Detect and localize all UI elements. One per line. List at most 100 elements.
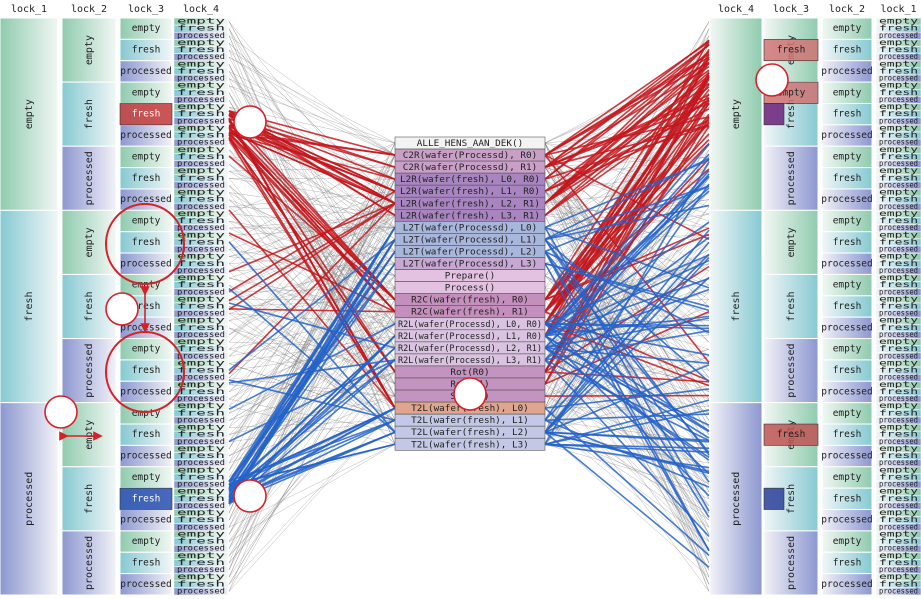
right-lock3-label: empty <box>833 408 862 419</box>
right-highlight-label: fresh <box>777 45 806 56</box>
right-lock3-label: empty <box>833 472 862 483</box>
right-lock3-label: empty <box>833 344 862 355</box>
right-lock3-label: fresh <box>833 237 862 248</box>
right-lock3-label: fresh <box>833 429 862 440</box>
annotation-marker-4 <box>106 293 138 325</box>
right-lock3-label: fresh <box>833 557 862 568</box>
action-label: L2R(wafer(fresh), L2, R1) <box>400 199 540 209</box>
right-lock3-label: fresh <box>833 45 862 56</box>
action-label: R2L(wafer(Processd), L3, R1) <box>398 356 542 366</box>
left-lock3-label: empty <box>132 87 161 98</box>
right-lock3-label: fresh <box>833 365 862 376</box>
right-hierarchy: empty empty empty empty fresh processed fresh e… <box>710 17 921 595</box>
right-lock2-label: processed <box>786 344 797 398</box>
action-label: L2R(wafer(fresh), L0, R0) <box>400 175 540 185</box>
left-lock3-label: empty <box>132 536 161 547</box>
left-lock2-label: processed <box>84 536 95 590</box>
right-lock3-label: fresh <box>833 301 862 312</box>
right-lock3-label: fresh <box>833 173 862 184</box>
right-header-lock_1: lock_1 <box>880 4 916 15</box>
right-lock4-label: processed <box>879 586 918 595</box>
left-lock3-label: processed <box>120 386 171 397</box>
right-highlight-purple-swatch[interactable] <box>764 103 784 124</box>
left-lock2-label: fresh <box>84 484 95 514</box>
left-lock3-label: processed <box>120 515 171 526</box>
right-header-lock_2: lock_2 <box>829 4 865 15</box>
action-label: T2L(wafer(fresh), L1) <box>411 416 529 426</box>
left-lock2-label: fresh <box>84 99 95 129</box>
action-label: L2T(wafer(Processd), L2) <box>403 247 537 257</box>
action-label: Prepare() <box>445 272 495 282</box>
left-lock3-label: empty <box>132 216 161 227</box>
left-lock3-label: processed <box>120 451 171 462</box>
left-lock3-label: empty <box>132 23 161 34</box>
left-header-lock_4: lock_4 <box>183 4 219 15</box>
left-lock3-label: fresh <box>132 237 161 248</box>
right-lock3-label: fresh <box>833 493 862 504</box>
right-lock3-label: processed <box>821 194 872 205</box>
right-lock1-label: processed <box>731 472 742 526</box>
action-label: Rot(R0) <box>450 368 489 378</box>
right-lock3-label: processed <box>821 258 872 269</box>
right-lock1-label: empty <box>731 99 742 129</box>
right-lock3-label: processed <box>821 515 872 526</box>
left-header-lock_2: lock_2 <box>71 4 107 15</box>
right-lock3-label: empty <box>833 216 862 227</box>
annotation-marker-0 <box>234 106 266 138</box>
left-lock3-label: processed <box>120 66 171 77</box>
left-lock2-label: processed <box>84 151 95 205</box>
left-highlight-label: fresh <box>132 109 161 120</box>
left-lock2-label: empty <box>84 227 95 257</box>
annotation-marker-2 <box>454 378 486 410</box>
action-label: ALLE_HENS_AAN_DEK() <box>417 139 523 149</box>
action-label: L2R(wafer(fresh), L1, R0) <box>400 187 540 197</box>
annotation-marker-1 <box>234 480 266 512</box>
action-label: L2T(wafer(Processd), L3) <box>403 260 537 270</box>
right-lock3-label: processed <box>821 66 872 77</box>
right-lock3-label: empty <box>833 87 862 98</box>
left-lock3-label: processed <box>120 258 171 269</box>
right-lock3-label: processed <box>821 130 872 141</box>
left-lock3-label: processed <box>120 130 171 141</box>
right-lock3-label: empty <box>833 536 862 547</box>
right-lock3-label: processed <box>821 579 872 590</box>
left-lock3-label: empty <box>132 344 161 355</box>
action-label: C2R(wafer(Processd), R0) <box>403 151 537 161</box>
right-lock3-label: processed <box>821 322 872 333</box>
left-lock3-label: fresh <box>132 365 161 376</box>
left-lock3-label: fresh <box>132 45 161 56</box>
left-lock2-label: processed <box>84 344 95 398</box>
edge-gray <box>545 348 709 570</box>
action-label: Process() <box>445 284 495 294</box>
left-lock3-label: empty <box>132 280 161 291</box>
action-label: L2T(wafer(Processd), L1) <box>403 235 537 245</box>
left-lock3-label: fresh <box>132 173 161 184</box>
right-lock2-label: fresh <box>786 484 797 514</box>
right-lock2-label: processed <box>786 536 797 590</box>
right-lock3-label: fresh <box>833 109 862 120</box>
action-label: C2R(wafer(Processd), R1) <box>403 163 537 173</box>
left-lock3-label: fresh <box>132 557 161 568</box>
left-lock3-label: fresh <box>132 429 161 440</box>
action-label: R2L(wafer(Processd), L2, R1) <box>398 344 542 354</box>
annotation-marker-3 <box>756 64 788 96</box>
left-lock1-label: processed <box>24 472 35 526</box>
left-lock3-label: processed <box>120 579 171 590</box>
left-lock1-label: fresh <box>24 291 35 321</box>
right-lock1-label: fresh <box>731 291 742 321</box>
right-lock3-label: processed <box>821 386 872 397</box>
action-label: L2R(wafer(fresh), L3, R1) <box>400 211 540 221</box>
action-label: L2T(wafer(Processd), L0) <box>403 223 537 233</box>
right-lock3-label: processed <box>821 451 872 462</box>
right-lock2-label: fresh <box>786 291 797 321</box>
right-highlight-blue-swatch[interactable] <box>764 488 784 509</box>
right-lock2-label: empty <box>786 227 797 257</box>
left-lock4-label: processed <box>177 586 225 595</box>
action-label: T2L(wafer(fresh), L2) <box>411 428 529 438</box>
right-lock2-label: processed <box>786 151 797 205</box>
left-header-lock_3: lock_3 <box>128 4 164 15</box>
right-header-lock_4: lock_4 <box>718 4 754 15</box>
